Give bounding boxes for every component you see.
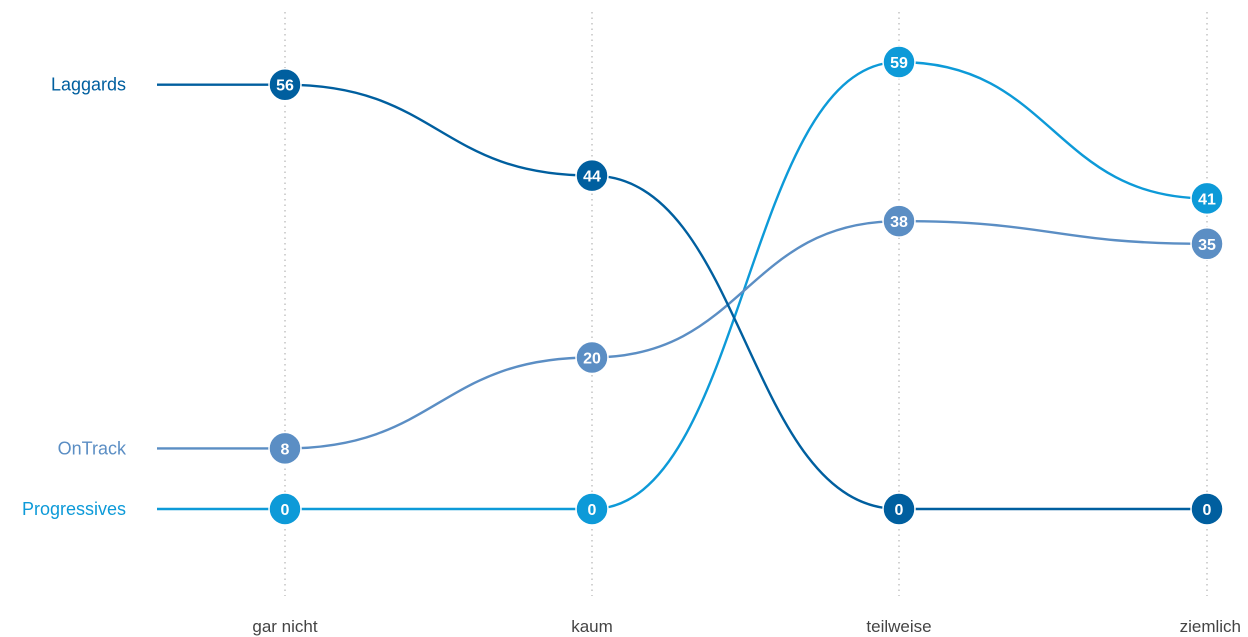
series-label-ontrack: OnTrack: [58, 438, 127, 458]
x-tick-label: teilweise: [866, 617, 931, 636]
x-tick-label: ziemlich: [1180, 617, 1241, 636]
category-gridlines: [284, 12, 1208, 596]
data-point: 35: [1190, 227, 1224, 261]
data-point-marker: [268, 431, 302, 466]
data-label: 41: [1198, 191, 1216, 208]
data-point: 0: [882, 492, 916, 526]
data-point-marker: [1190, 492, 1224, 526]
series-label-progressives: Progressives: [22, 499, 126, 519]
data-point: 38: [882, 204, 916, 238]
x-tick-label: gar nicht: [252, 617, 317, 636]
data-point: 8: [268, 431, 302, 466]
data-point: 41: [1190, 181, 1224, 216]
data-label: 59: [890, 55, 908, 72]
data-point: 20: [575, 340, 609, 375]
x-tick-label: kaum: [571, 617, 613, 636]
data-label: 0: [1203, 502, 1212, 519]
data-label: 44: [583, 169, 601, 186]
data-label: 0: [281, 502, 290, 519]
series-line-progressives: [157, 60, 1208, 511]
data-point: 0: [268, 492, 302, 526]
data-point: 0: [1190, 492, 1224, 526]
data-point: 0: [575, 492, 609, 526]
data-point-marker: [268, 492, 302, 526]
series-labels: Progressives OnTrack Laggards: [22, 75, 127, 519]
data-point-marker: [575, 340, 609, 375]
data-point-marker: [882, 45, 916, 79]
data-label: 8: [281, 441, 290, 458]
series-line-laggards: [157, 83, 1207, 511]
data-label: 0: [588, 502, 597, 519]
data-label: 35: [1198, 237, 1216, 254]
data-point-marker: [575, 492, 609, 526]
x-axis-labels: gar nicht kaum teilweise ziemlich: [252, 617, 1241, 636]
data-point-marker: [1190, 181, 1224, 216]
data-label: 20: [583, 351, 601, 368]
data-point-marker: [882, 204, 916, 238]
data-point-marker: [268, 67, 302, 102]
data-label: 0: [895, 502, 904, 519]
series-line-ontrack: [157, 219, 1208, 450]
data-point-marker: [1190, 227, 1224, 261]
data-points: 0 0 59 41 8 20 38 35 56 44 0 0: [268, 45, 1224, 526]
series-label-laggards: Laggards: [51, 75, 126, 95]
data-point: 56: [268, 67, 302, 102]
data-point: 44: [575, 158, 609, 193]
data-label: 56: [276, 78, 294, 95]
data-label: 38: [890, 214, 908, 231]
series-lines: [157, 60, 1208, 511]
data-point: 59: [882, 45, 916, 79]
data-point-marker: [575, 158, 609, 193]
data-point-marker: [882, 492, 916, 526]
